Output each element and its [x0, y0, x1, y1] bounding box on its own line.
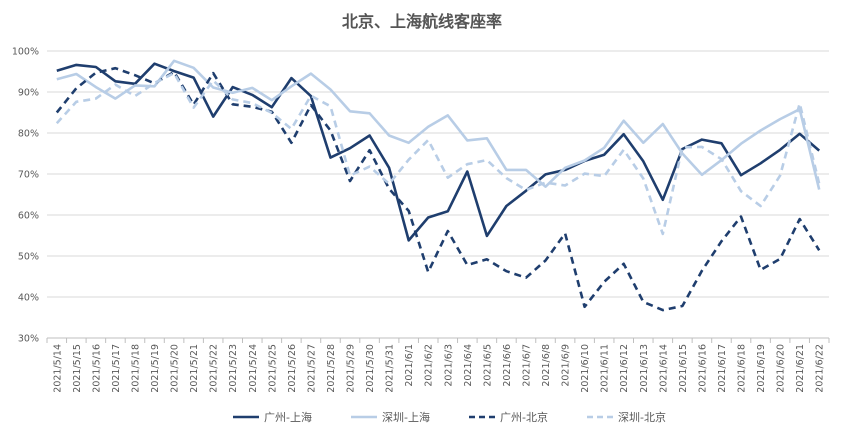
- x-tick-label: 2021/6/20: [776, 344, 787, 393]
- x-tick-label: 2021/5/20: [170, 344, 181, 393]
- x-tick-label: 2021/6/7: [521, 344, 532, 387]
- series-line: [56, 62, 821, 242]
- x-tick-label: 2021/6/12: [619, 344, 630, 393]
- x-tick-label: 2021/6/8: [541, 344, 552, 387]
- x-tick-label: 2021/6/9: [561, 344, 572, 387]
- legend-label: 广州-北京: [500, 410, 548, 424]
- x-tick-label: 2021/5/21: [189, 344, 200, 393]
- x-tick-label: 2021/5/29: [346, 344, 357, 393]
- x-tick-label: 2021/5/26: [287, 344, 298, 393]
- x-tick-label: 2021/6/19: [756, 344, 767, 393]
- x-tick-label: 2021/5/22: [209, 344, 220, 393]
- series-group: [55, 59, 821, 312]
- x-tick-label: 2021/6/13: [639, 344, 650, 393]
- legend-label: 广州-上海: [264, 410, 312, 424]
- y-tick-label: 70%: [18, 170, 39, 181]
- x-tick-label: 2021/5/25: [267, 344, 278, 393]
- x-tick-label: 2021/6/18: [737, 344, 748, 393]
- x-tick-label: 2021/6/11: [600, 344, 611, 393]
- x-tick-label: 2021/5/31: [385, 344, 396, 393]
- y-tick-label: 80%: [18, 129, 39, 140]
- x-tick-label: 2021/6/21: [795, 344, 806, 393]
- legend: 广州-上海 深圳-上海 广州-北京 深圳-北京: [233, 410, 666, 424]
- x-tick-label: 2021/6/4: [463, 344, 474, 387]
- series-line: [55, 71, 821, 236]
- x-tick-label: 2021/6/17: [717, 344, 728, 393]
- x-axis: 2021/5/14 2021/5/15 2021/5/16 2021/5/17 2021…: [46, 337, 830, 393]
- x-tick-label: 2021/6/2: [424, 344, 435, 387]
- x-tick-label: 2021/5/27: [306, 344, 317, 393]
- x-tick-label: 2021/5/30: [365, 344, 376, 393]
- x-tick-label: 2021/6/5: [482, 344, 493, 387]
- series-line: [56, 59, 821, 190]
- x-tick-label: 2021/5/18: [130, 344, 141, 393]
- x-tick-label: 2021/5/23: [228, 344, 239, 393]
- y-tick-label: 90%: [18, 88, 39, 99]
- y-tick-label: 40%: [18, 293, 39, 304]
- x-tick-label: 2021/6/15: [678, 344, 689, 393]
- x-tick-label: 2021/5/16: [91, 344, 102, 393]
- x-tick-label: 2021/5/17: [111, 344, 122, 393]
- x-tick-label: 2021/6/6: [502, 344, 513, 387]
- x-tick-label: 2021/5/19: [150, 344, 161, 393]
- x-tick-label: 2021/6/16: [697, 344, 708, 393]
- x-tick-label: 2021/5/28: [326, 344, 337, 393]
- x-tick-label: 2021/6/1: [404, 344, 415, 387]
- legend-label: 深圳-上海: [382, 410, 430, 424]
- y-axis: 30% 40% 50% 60% 70% 80% 90% 100%: [12, 47, 39, 345]
- grid-lines: [47, 50, 829, 339]
- x-tick-label: 2021/6/10: [580, 344, 591, 393]
- y-tick-label: 60%: [18, 211, 39, 222]
- series-line: [55, 66, 821, 312]
- x-tick-label: 2021/5/15: [72, 344, 83, 393]
- x-tick-label: 2021/6/22: [815, 344, 826, 393]
- y-tick-label: 30%: [18, 334, 39, 345]
- x-tick-label: 2021/6/14: [658, 344, 669, 393]
- legend-label: 深圳-北京: [618, 410, 666, 424]
- y-tick-label: 50%: [18, 252, 39, 263]
- x-tick-label: 2021/5/24: [248, 344, 259, 393]
- x-tick-label: 2021/6/3: [443, 344, 454, 387]
- chart-title: 北京、上海航线客座率: [342, 12, 502, 31]
- x-tick-label: 2021/5/14: [52, 344, 63, 393]
- y-tick-label: 100%: [12, 47, 39, 58]
